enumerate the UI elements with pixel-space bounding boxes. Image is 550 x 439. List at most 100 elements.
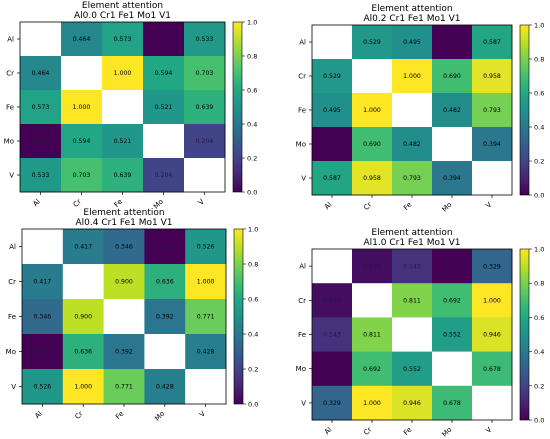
cell-label: 0.521 [155, 104, 173, 111]
heatmap-cell [472, 127, 513, 162]
cell-label: 0.573 [32, 104, 50, 111]
cell-label: 0.690 [443, 73, 461, 80]
cell-label: 0.204 [155, 172, 173, 179]
heatmap-cell [185, 334, 227, 370]
heatmap-cell [144, 264, 186, 300]
cell-label: 0.958 [483, 73, 501, 80]
heatmap-cell [184, 90, 226, 125]
heatmap-cell [102, 56, 144, 91]
colorbar [519, 24, 530, 196]
colorbar-tick-label: 0.0 [534, 192, 544, 200]
cell-label: 0.692 [443, 297, 461, 304]
x-tick-label: Cr [362, 426, 373, 437]
heatmap-cell [61, 90, 103, 125]
heatmap-cell [312, 283, 353, 318]
colorbar-tick-label: 0.2 [247, 155, 257, 163]
heatmap-cell [22, 264, 64, 300]
chart-subtitle: Al1.0 Cr1 Fe1 Mo1 V1 [364, 238, 461, 248]
y-tick-label: Fe [6, 104, 14, 112]
heatmap-cell [312, 317, 353, 352]
colorbar-tick-label: 0.4 [534, 124, 544, 132]
heatmap-cell [185, 229, 227, 265]
cell-label: 0.587 [323, 175, 341, 182]
colorbar-tick-label: 0.8 [534, 56, 544, 64]
y-tick-label: Mo [6, 348, 16, 356]
cell-label: 0.690 [363, 141, 381, 148]
y-tick-label: Al [7, 36, 14, 44]
cell-label: 0.143 [403, 263, 421, 270]
heatmap-cell [432, 127, 473, 162]
colorbar-tick-label: 0.6 [534, 314, 544, 322]
heatmap-cell [392, 385, 433, 421]
cell-label: 0.533 [196, 36, 214, 43]
heatmap-cell [61, 124, 103, 159]
heatmap-cell [352, 317, 393, 352]
y-tick-label: Fe [8, 313, 16, 321]
cell-label: 0.529 [363, 39, 381, 46]
heatmap-cell [61, 158, 103, 193]
cell-label: 0.204 [196, 138, 214, 145]
y-tick-label: V [9, 172, 14, 180]
colorbar-tick-label: 0.2 [534, 382, 544, 390]
heatmap-cell [472, 283, 513, 318]
colorbar-tick-label: 0.6 [247, 87, 257, 95]
cell-label: 0.000 [443, 39, 461, 46]
cell-label: 0.703 [73, 172, 91, 179]
y-tick-label: Fe [298, 107, 306, 115]
cell-label: 1.000 [363, 400, 381, 407]
heatmap-cell [144, 334, 186, 370]
cell-label: 0.428 [156, 384, 174, 391]
cell-label: 1.000 [403, 73, 421, 80]
heatmap-cell [432, 385, 473, 421]
heatmap-cell [20, 90, 62, 125]
y-tick-label: Al [299, 263, 306, 271]
heatmap-cell [352, 249, 393, 284]
colorbar-tick-label: 1.0 [248, 226, 258, 234]
heatmap-cell [392, 249, 433, 284]
cell-label: 0.392 [115, 349, 133, 356]
cell-label: 0.678 [443, 400, 461, 407]
cell-label: 0.346 [34, 314, 52, 321]
heatmap-cell [392, 283, 433, 318]
colorbar-tick-label: 0.8 [534, 280, 544, 288]
cell-label: 0.526 [34, 384, 52, 391]
heatmap-cell [20, 56, 62, 91]
heatmap-cell [103, 299, 145, 335]
colorbar-tick-label: 0.2 [534, 158, 544, 166]
heatmap-cell [432, 25, 473, 60]
cell-label: 0.552 [443, 332, 461, 339]
cell-label: 1.000 [74, 384, 92, 391]
heatmap-cell [62, 299, 104, 335]
cell-label: 0.495 [323, 107, 341, 114]
cell-label: 0.639 [114, 172, 132, 179]
y-tick-label: V [301, 175, 306, 183]
cell-label: 0.771 [197, 314, 215, 321]
cell-label: 0.000 [32, 138, 50, 145]
heatmap-cell [20, 22, 62, 57]
colorbar-tick-label: 0.6 [534, 90, 544, 98]
colorbar [232, 21, 243, 193]
heatmap-cell [185, 264, 227, 300]
x-tick-label: Fe [114, 410, 125, 421]
cell-label: 0.143 [323, 332, 341, 339]
cell-label: 0.495 [403, 39, 421, 46]
x-tick-label: Mo [153, 410, 166, 423]
x-tick-label: Al [31, 198, 41, 208]
heatmap-cell [472, 249, 513, 284]
heatmap-cell [62, 369, 104, 405]
cell-label: 0.771 [115, 384, 133, 391]
heatmap-cell [312, 161, 353, 196]
cell-label: 0.573 [114, 36, 132, 43]
heatmap-cell [102, 90, 144, 125]
heatmap-cell [143, 56, 185, 91]
chart-title: Element attention [83, 208, 164, 218]
y-tick-label: V [301, 399, 306, 407]
heatmap-cell [392, 161, 433, 196]
heatmap-cell [472, 385, 513, 421]
cell-label: 0.394 [443, 175, 461, 182]
heatmap-cell [102, 124, 144, 159]
heatmap-cell [432, 351, 473, 387]
